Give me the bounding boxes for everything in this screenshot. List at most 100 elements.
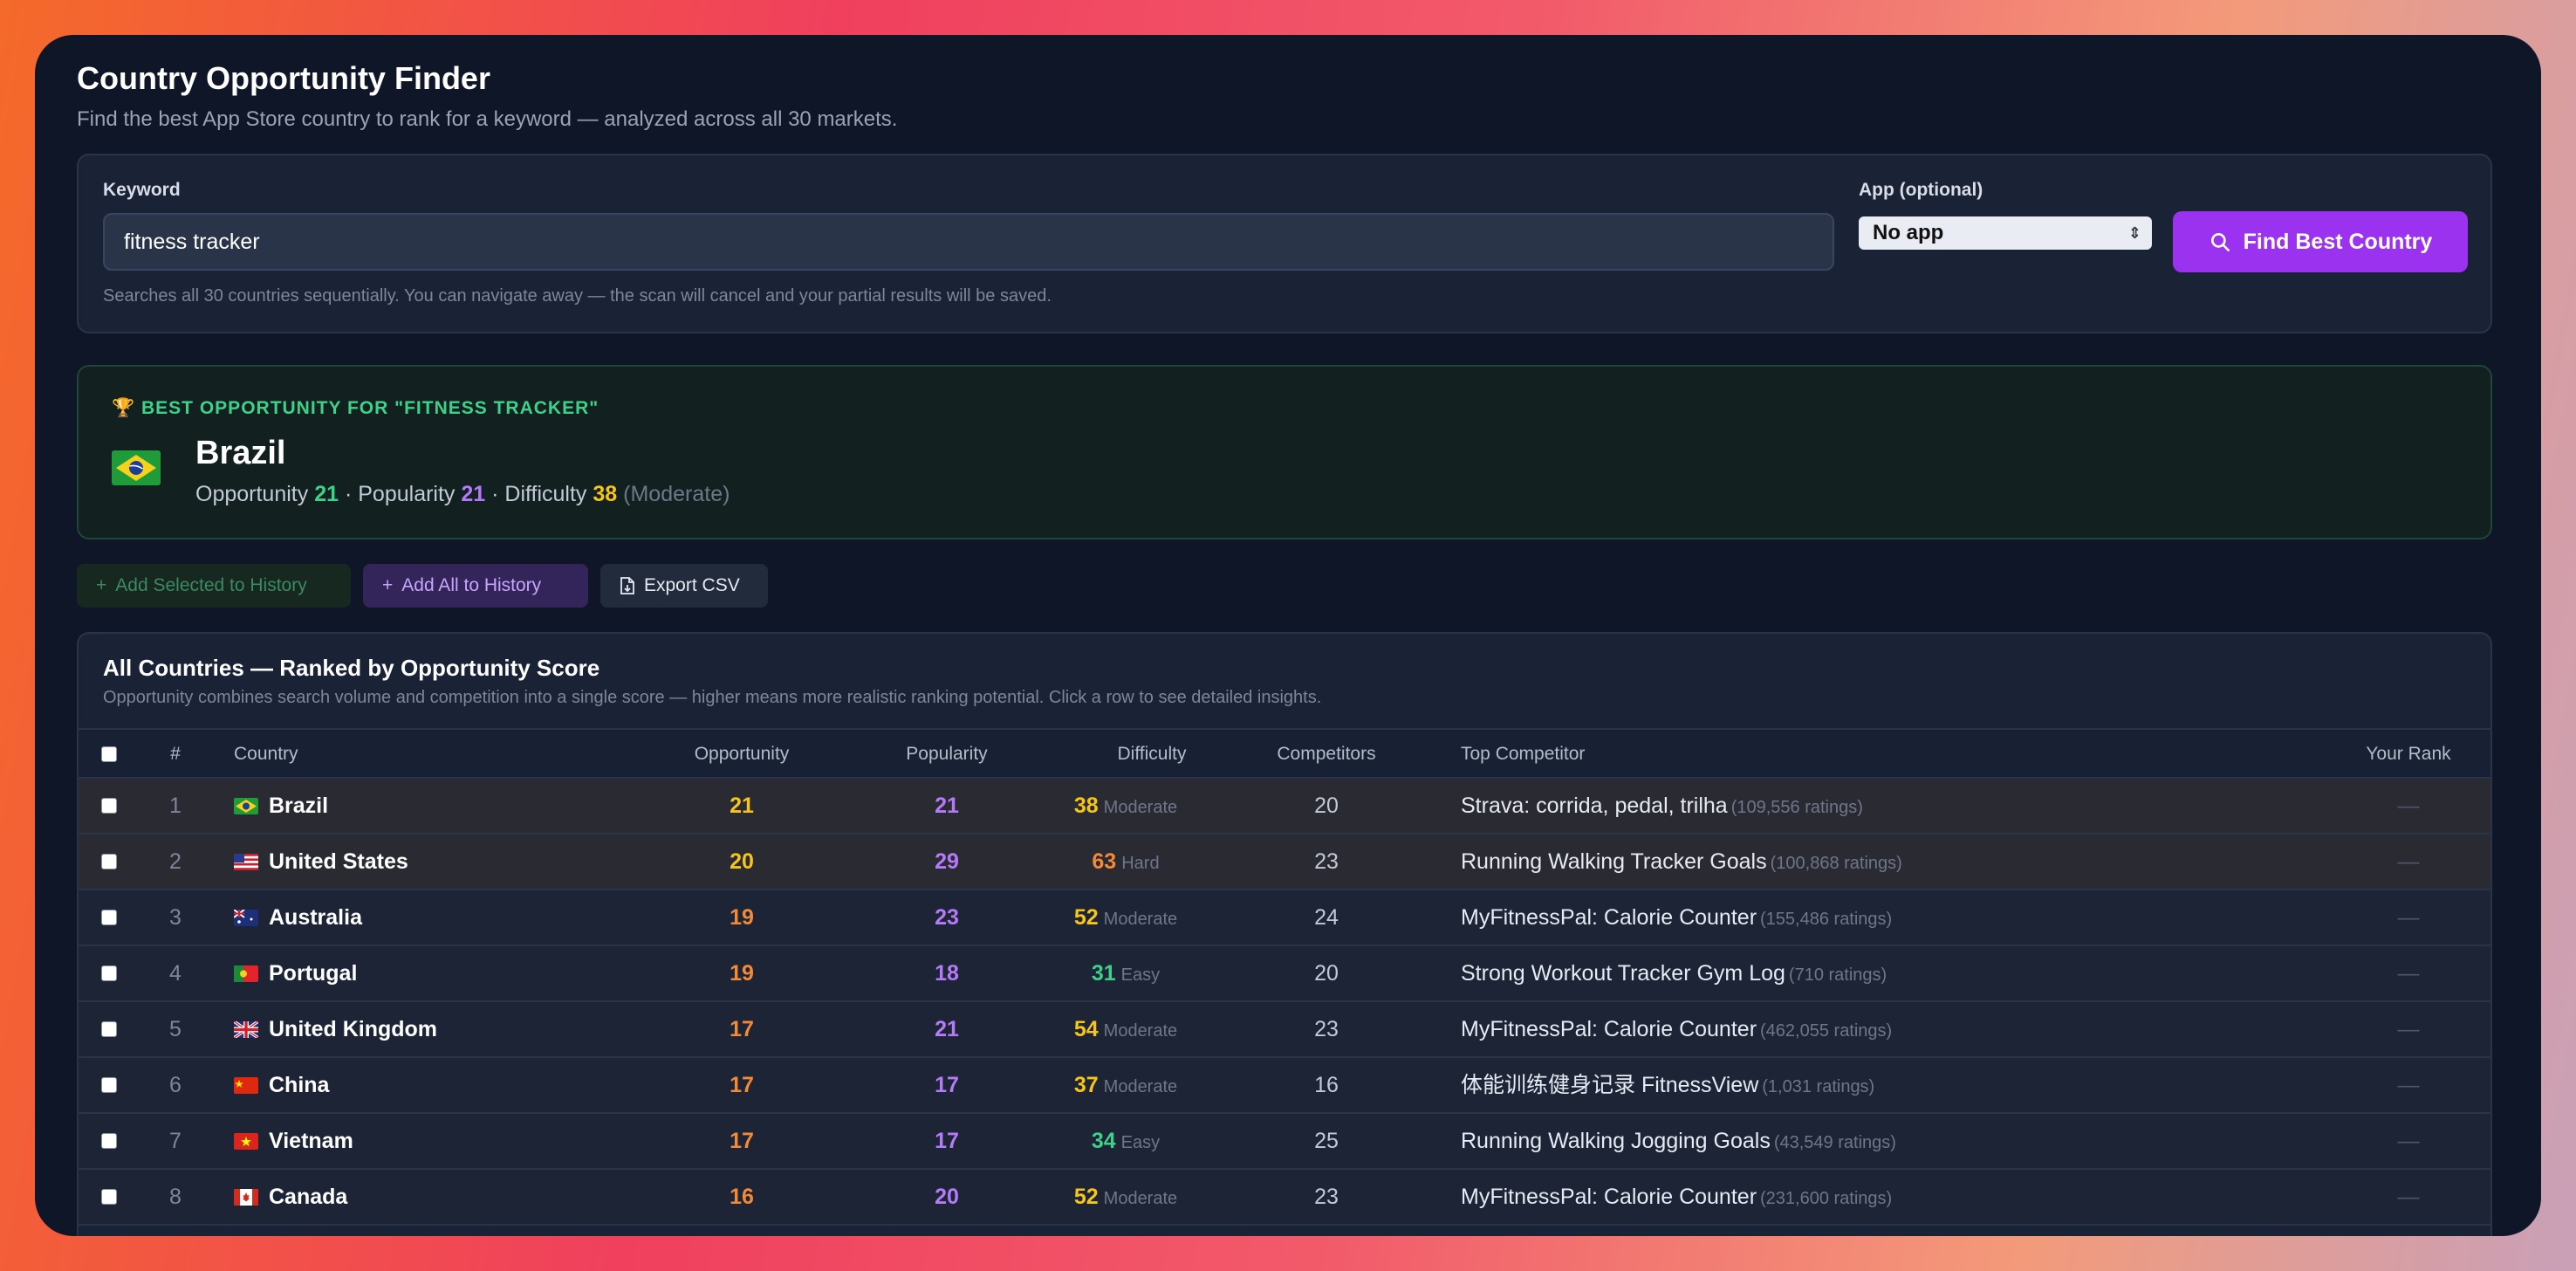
select-all-checkbox[interactable] bbox=[101, 746, 117, 762]
difficulty-value: 54 bbox=[1073, 1017, 1099, 1041]
difficulty-level: Moderate bbox=[1103, 910, 1178, 929]
best-country-name: Brazil bbox=[195, 435, 286, 471]
difficulty-value: 37 bbox=[1073, 1073, 1099, 1097]
difficulty-level: Easy bbox=[1120, 1133, 1161, 1152]
difficulty-level: (Moderate) bbox=[623, 482, 730, 506]
search-panel: Keyword fitness tracker App (optional) N… bbox=[77, 154, 2492, 333]
opportunity-label: Opportunity bbox=[195, 482, 309, 506]
row-top-competitor: Strava: corrida, pedal, trilha (109,556 r… bbox=[1461, 779, 1863, 835]
table-row[interactable]: 2 United States 20 29 63 Hard 23 Running Walkin… bbox=[79, 835, 2490, 890]
row-checkbox[interactable] bbox=[101, 910, 117, 925]
difficulty-value: 31 bbox=[1091, 961, 1116, 986]
brazil-flag-icon bbox=[234, 798, 258, 814]
row-checkbox[interactable] bbox=[101, 1021, 117, 1037]
row-competitors: 25 bbox=[1314, 1129, 1339, 1153]
file-export-icon bbox=[620, 577, 634, 594]
row-rank: 7 bbox=[169, 1129, 182, 1153]
table-row[interactable]: 8 Canada 16 20 52 Moderate 23 MyFitnessPal: Cal… bbox=[79, 1170, 2490, 1226]
row-checkbox[interactable] bbox=[101, 1189, 117, 1205]
difficulty-value: 63 bbox=[1092, 849, 1117, 874]
row-difficulty: 63 Hard bbox=[1021, 835, 1230, 890]
column-popularity[interactable]: Popularity bbox=[906, 744, 988, 764]
table-body: 1 Brazil 21 21 38 Moderate 20 Strava: corrida, … bbox=[79, 779, 2490, 1226]
plus-icon: + bbox=[382, 575, 394, 595]
row-checkbox[interactable] bbox=[101, 854, 117, 869]
difficulty-level: Moderate bbox=[1103, 798, 1178, 817]
add-selected-to-history-button[interactable]: + Add Selected to History bbox=[77, 564, 351, 608]
row-rank: 2 bbox=[169, 849, 182, 874]
top-competitor-ratings: (155,486 ratings) bbox=[1760, 910, 1893, 929]
top-competitor-name: Running Walking Tracker Goals bbox=[1461, 849, 1767, 874]
search-icon bbox=[2210, 233, 2230, 252]
table-row[interactable]: 1 Brazil 21 21 38 Moderate 20 Strava: corrida, … bbox=[79, 779, 2490, 835]
top-competitor-ratings: (462,055 ratings) bbox=[1760, 1021, 1893, 1041]
table-row[interactable]: 5 United Kingdom 17 21 54 Moderate 23 MyFitness… bbox=[79, 1002, 2490, 1058]
top-competitor-ratings: (109,556 ratings) bbox=[1730, 798, 1863, 817]
row-opportunity: 19 bbox=[730, 905, 754, 930]
page-subtitle: Find the best App Store country to rank … bbox=[77, 107, 898, 131]
row-opportunity: 16 bbox=[730, 1185, 754, 1209]
row-your-rank: — bbox=[2397, 1073, 2420, 1097]
column-top-competitor[interactable]: Top Competitor bbox=[1461, 744, 1586, 764]
australia-flag-icon bbox=[234, 910, 258, 926]
export-csv-label: Export CSV bbox=[644, 575, 740, 595]
uk-flag-icon bbox=[234, 1021, 258, 1038]
row-top-competitor: Strong Workout Tracker Gym Log (710 ratin… bbox=[1461, 946, 1887, 1002]
row-checkbox[interactable] bbox=[101, 1077, 117, 1093]
table-row[interactable]: 7 Vietnam 17 17 34 Easy 25 Running Walking Jogg… bbox=[79, 1114, 2490, 1170]
top-competitor-name: Strava: corrida, pedal, trilha bbox=[1461, 794, 1728, 818]
difficulty-label: Difficulty bbox=[504, 482, 587, 506]
row-competitors: 20 bbox=[1314, 961, 1339, 986]
row-opportunity: 19 bbox=[730, 961, 754, 986]
difficulty-value: 34 bbox=[1091, 1129, 1116, 1153]
column-opportunity[interactable]: Opportunity bbox=[694, 744, 790, 764]
difficulty-level: Moderate bbox=[1103, 1077, 1178, 1096]
row-country: United Kingdom bbox=[269, 1017, 438, 1041]
table-row[interactable]: 3 Australia 19 23 52 Moderate 24 MyFitnessPal: … bbox=[79, 890, 2490, 946]
keyword-input[interactable]: fitness tracker bbox=[103, 213, 1834, 271]
export-csv-button[interactable]: Export CSV bbox=[600, 564, 768, 608]
row-popularity: 21 bbox=[935, 1017, 959, 1041]
column-country[interactable]: Country bbox=[234, 744, 298, 764]
row-country: Vietnam bbox=[269, 1129, 353, 1153]
column-your-rank[interactable]: Your Rank bbox=[2366, 744, 2451, 764]
row-checkbox[interactable] bbox=[101, 798, 117, 814]
usa-flag-icon bbox=[234, 854, 258, 870]
find-best-country-button[interactable]: Find Best Country bbox=[2173, 211, 2468, 272]
row-popularity: 17 bbox=[935, 1073, 959, 1097]
vietnam-flag-icon bbox=[234, 1133, 258, 1150]
row-popularity: 21 bbox=[935, 794, 959, 818]
top-competitor-name: Running Walking Jogging Goals bbox=[1461, 1129, 1771, 1153]
column-difficulty[interactable]: Difficulty bbox=[1117, 744, 1187, 764]
row-popularity: 20 bbox=[935, 1185, 959, 1209]
column-competitors[interactable]: Competitors bbox=[1277, 744, 1376, 764]
row-difficulty: 37 Moderate bbox=[1021, 1058, 1230, 1114]
row-rank: 1 bbox=[169, 794, 182, 818]
difficulty-level: Moderate bbox=[1103, 1021, 1178, 1041]
action-bar: + Add Selected to History + Add All to H… bbox=[77, 564, 2492, 608]
row-country: Portugal bbox=[269, 961, 358, 986]
row-difficulty: 52 Moderate bbox=[1021, 890, 1230, 946]
table-row[interactable]: 6 China 17 17 37 Moderate 16 体能训练健身记录 FitnessVi… bbox=[79, 1058, 2490, 1114]
row-competitors: 23 bbox=[1314, 1185, 1339, 1209]
row-top-competitor: Running Walking Jogging Goals (43,549 rat… bbox=[1461, 1114, 1896, 1170]
row-rank: 4 bbox=[169, 961, 182, 986]
table-row[interactable]: 4 Portugal 19 18 31 Easy 20 Strong Workout Trac… bbox=[79, 946, 2490, 1002]
app-select[interactable]: No app ⇕ bbox=[1859, 216, 2152, 250]
row-rank: 5 bbox=[169, 1017, 182, 1041]
row-rank: 6 bbox=[169, 1073, 182, 1097]
add-all-to-history-button[interactable]: + Add All to History bbox=[363, 564, 588, 608]
row-checkbox[interactable] bbox=[101, 1133, 117, 1149]
top-competitor-name: MyFitnessPal: Calorie Counter bbox=[1461, 1017, 1757, 1041]
row-difficulty: 54 Moderate bbox=[1021, 1002, 1230, 1058]
add-selected-label: Add Selected to History bbox=[115, 575, 307, 595]
row-checkbox[interactable] bbox=[101, 965, 117, 981]
top-competitor-ratings: (43,549 ratings) bbox=[1773, 1133, 1896, 1152]
top-competitor-ratings: (100,868 ratings) bbox=[1770, 854, 1902, 873]
difficulty-value: 38 bbox=[1073, 794, 1099, 818]
difficulty-level: Easy bbox=[1120, 965, 1161, 985]
row-difficulty: 34 Easy bbox=[1021, 1114, 1230, 1170]
row-difficulty: 31 Easy bbox=[1021, 946, 1230, 1002]
row-popularity: 23 bbox=[935, 905, 959, 930]
top-competitor-ratings: (231,600 ratings) bbox=[1760, 1189, 1893, 1208]
